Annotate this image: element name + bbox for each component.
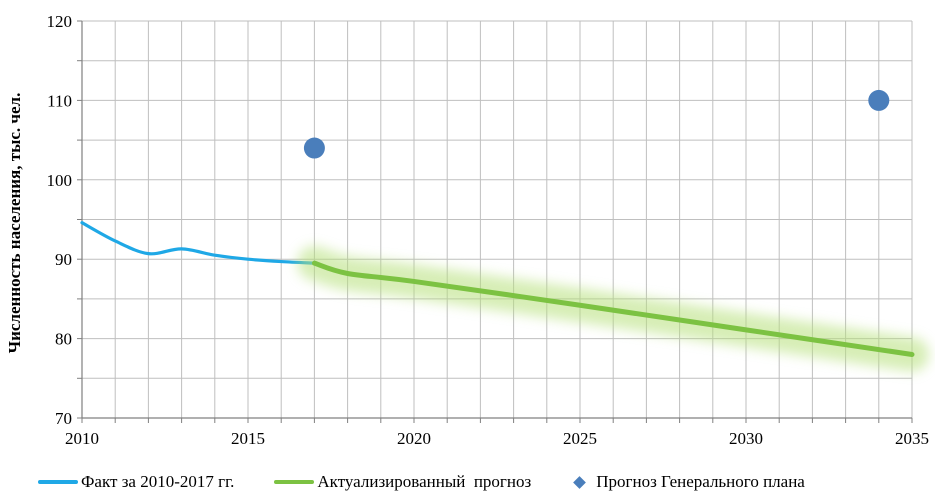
y-tick-label: 80: [55, 330, 72, 349]
y-tick-label: 120: [47, 12, 73, 31]
legend-label-fact: Факт за 2010-2017 гг.: [81, 472, 235, 491]
legend-swatch-fact: [38, 480, 78, 484]
series-point-2: [868, 89, 890, 111]
axes: [77, 20, 913, 423]
series: [80, 89, 929, 372]
tick-labels: 70 80 90 100 110 120 2010 2015 2020 2025 2030 2035: [47, 12, 930, 448]
legend-item-master-plan: Прогноз Генерального плана: [571, 472, 805, 492]
y-tick-label: 90: [55, 250, 72, 269]
y-tick-label: 110: [47, 91, 72, 110]
x-tick-label: 2010: [65, 429, 99, 448]
grid: [82, 20, 913, 418]
legend-swatch-master-plan: [573, 475, 587, 489]
legend-label-forecast: Актуализированный прогноз: [317, 472, 532, 491]
x-tick-label: 2025: [563, 429, 597, 448]
x-tick-label: 2030: [729, 429, 763, 448]
y-axis-label: Численность населения, тыс. чел.: [5, 93, 24, 354]
legend-item-fact: Факт за 2010-2017 гг.: [38, 472, 234, 492]
x-tick-label: 2020: [397, 429, 431, 448]
series-line-1: [311, 260, 915, 357]
legend: Факт за 2010-2017 гг. Актуализированный …: [0, 470, 935, 494]
y-tick-label: 70: [55, 409, 72, 428]
legend-label-master-plan: Прогноз Генерального плана: [596, 472, 805, 491]
x-tick-label: 2015: [231, 429, 265, 448]
series-line-0: [80, 221, 316, 265]
x-tick-label: 2035: [895, 429, 929, 448]
legend-item-forecast: Актуализированный прогноз: [274, 472, 531, 492]
legend-swatch-forecast: [274, 480, 315, 484]
series-point-2: [303, 137, 325, 159]
y-tick-label: 100: [47, 171, 73, 190]
